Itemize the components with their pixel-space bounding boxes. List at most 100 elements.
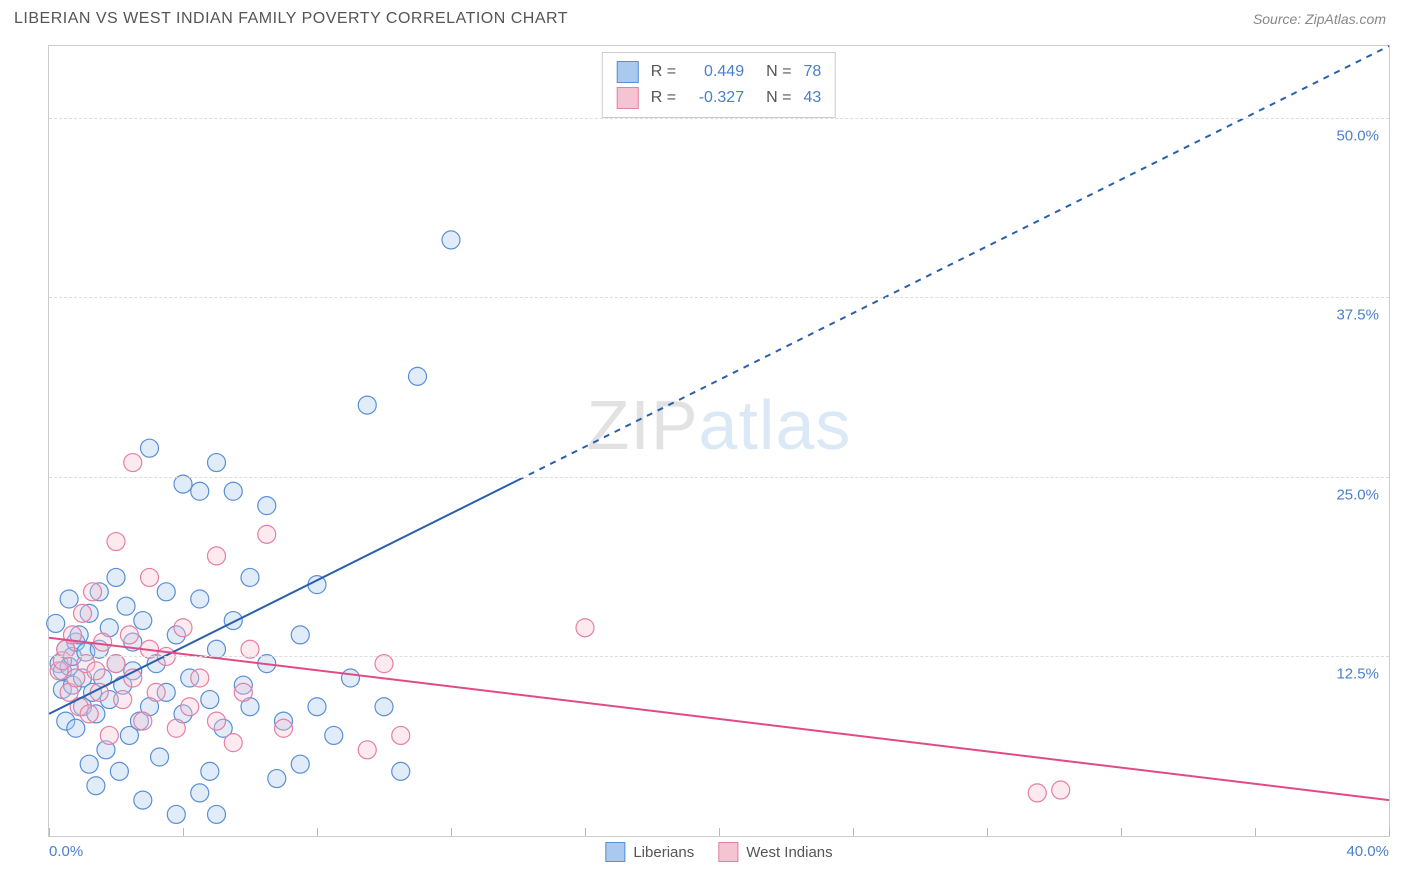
n-label: N = xyxy=(766,63,791,81)
x-tick xyxy=(317,828,318,836)
legend-row: R = 0.449 N = 78 xyxy=(617,59,821,85)
n-value: 43 xyxy=(803,89,821,107)
x-tick xyxy=(1121,828,1122,836)
data-point xyxy=(308,698,326,716)
series-legend: Liberians West Indians xyxy=(605,842,832,862)
data-point xyxy=(107,533,125,551)
data-point xyxy=(201,691,219,709)
legend-swatch xyxy=(718,842,738,862)
data-point xyxy=(134,791,152,809)
data-point xyxy=(1052,781,1070,799)
data-point xyxy=(67,719,85,737)
data-point xyxy=(191,784,209,802)
data-point xyxy=(84,583,102,601)
data-point xyxy=(392,762,410,780)
data-point xyxy=(181,698,199,716)
y-tick-label: 50.0% xyxy=(1336,127,1379,144)
correlation-legend: R = 0.449 N = 78 R = -0.327N = 43 xyxy=(602,52,836,118)
data-point xyxy=(117,597,135,615)
data-point xyxy=(234,683,252,701)
data-point xyxy=(342,669,360,687)
y-tick-label: 12.5% xyxy=(1336,666,1379,683)
data-point xyxy=(94,633,112,651)
n-value: 78 xyxy=(803,63,821,81)
data-point xyxy=(167,719,185,737)
data-point xyxy=(114,691,132,709)
data-point xyxy=(358,741,376,759)
data-point xyxy=(87,662,105,680)
r-label: R = xyxy=(651,63,676,81)
gridline-h xyxy=(49,297,1389,298)
data-point xyxy=(308,576,326,594)
data-point xyxy=(174,619,192,637)
trend-line-solid xyxy=(49,638,1389,800)
data-point xyxy=(80,755,98,773)
data-point xyxy=(124,454,142,472)
data-point xyxy=(134,612,152,630)
data-point xyxy=(576,619,594,637)
data-point xyxy=(191,669,209,687)
r-value: 0.449 xyxy=(684,63,744,81)
source-credit: Source: ZipAtlas.com xyxy=(1253,11,1386,27)
legend-swatch xyxy=(617,61,639,83)
data-point xyxy=(107,568,125,586)
data-point xyxy=(392,726,410,744)
data-point xyxy=(241,568,259,586)
x-tick xyxy=(719,828,720,836)
data-point xyxy=(47,614,65,632)
gridline-h xyxy=(49,477,1389,478)
trend-line-solid xyxy=(49,480,518,714)
legend-swatch xyxy=(617,87,639,109)
data-point xyxy=(191,482,209,500)
data-point xyxy=(325,726,343,744)
data-point xyxy=(224,612,242,630)
data-point xyxy=(258,525,276,543)
data-point xyxy=(74,604,92,622)
x-tick xyxy=(585,828,586,836)
x-axis-max-label: 40.0% xyxy=(1346,843,1389,860)
data-point xyxy=(409,367,427,385)
chart-plot-area: ZIPatlas R = 0.449N = 78R = -0.327N = 43… xyxy=(48,45,1390,837)
y-tick-label: 25.0% xyxy=(1336,486,1379,503)
data-point xyxy=(141,439,159,457)
x-tick xyxy=(853,828,854,836)
data-point xyxy=(442,231,460,249)
data-point xyxy=(224,482,242,500)
legend-label: West Indians xyxy=(746,844,832,861)
data-point xyxy=(268,770,286,788)
data-point xyxy=(201,762,219,780)
legend-swatch xyxy=(605,842,625,862)
data-point xyxy=(87,777,105,795)
data-point xyxy=(60,590,78,608)
x-tick xyxy=(1255,828,1256,836)
x-axis-min-label: 0.0% xyxy=(49,843,83,860)
data-point xyxy=(141,568,159,586)
legend-row: R = -0.327N = 43 xyxy=(617,85,821,111)
data-point xyxy=(208,547,226,565)
data-point xyxy=(157,583,175,601)
data-point xyxy=(208,712,226,730)
data-point xyxy=(134,712,152,730)
x-tick xyxy=(451,828,452,836)
x-tick xyxy=(987,828,988,836)
data-point xyxy=(100,726,118,744)
data-point xyxy=(358,396,376,414)
legend-label: Liberians xyxy=(633,844,694,861)
data-point xyxy=(291,755,309,773)
scatter-svg xyxy=(49,46,1389,836)
x-tick xyxy=(49,828,50,836)
data-point xyxy=(375,698,393,716)
data-point xyxy=(120,626,138,644)
data-point xyxy=(191,590,209,608)
x-tick xyxy=(1389,828,1390,836)
data-point xyxy=(208,805,226,823)
data-point xyxy=(151,748,169,766)
r-value: -0.327 xyxy=(684,89,744,107)
data-point xyxy=(224,734,242,752)
data-point xyxy=(258,497,276,515)
chart-title: LIBERIAN VS WEST INDIAN FAMILY POVERTY C… xyxy=(14,10,568,28)
legend-item: Liberians xyxy=(605,842,694,862)
data-point xyxy=(147,683,165,701)
data-point xyxy=(208,454,226,472)
data-point xyxy=(291,626,309,644)
